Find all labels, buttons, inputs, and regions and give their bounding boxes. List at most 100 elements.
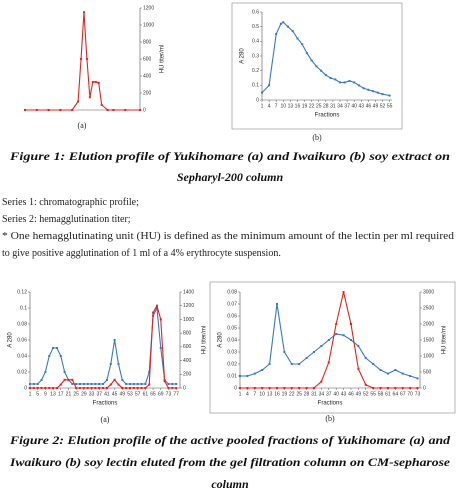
y2-axis-label: HU titer/ml — [202, 326, 208, 354]
point-marker — [305, 52, 308, 55]
point-marker — [36, 387, 39, 389]
panel-label: (a) — [101, 415, 110, 424]
point-marker — [327, 339, 330, 341]
point-marker — [171, 387, 174, 389]
point-marker — [125, 387, 128, 389]
point-marker — [52, 347, 55, 349]
panel-frame — [231, 2, 403, 130]
point-marker — [401, 387, 404, 389]
point-marker — [381, 93, 384, 96]
point-marker — [305, 357, 308, 359]
x-tick-label: 25 — [296, 391, 302, 397]
x-tick-label: 41 — [104, 391, 110, 397]
point-marker — [320, 380, 323, 383]
point-marker — [376, 91, 379, 94]
point-marker — [290, 387, 293, 389]
y-tick-label: 0.02 — [227, 361, 237, 367]
x-tick-label: 1 — [29, 391, 32, 397]
point-marker — [324, 74, 327, 77]
y2-tick-label: 0 — [423, 385, 426, 391]
point-marker — [32, 383, 35, 385]
y-axis-label: A 280 — [218, 332, 224, 348]
point-marker — [372, 387, 375, 389]
point-marker — [159, 318, 162, 321]
point-marker — [36, 383, 39, 385]
point-marker — [40, 387, 43, 389]
point-marker — [82, 383, 85, 385]
point-marker — [291, 30, 294, 33]
point-marker — [55, 387, 58, 389]
x-tick-label: 28 — [304, 391, 310, 397]
point-marker — [79, 383, 81, 385]
point-marker — [144, 383, 147, 385]
x-tick-label: 61 — [143, 391, 149, 397]
series-line — [240, 303, 418, 379]
x-tick-label: 58 — [378, 391, 384, 397]
x-tick-label: 22 — [309, 103, 315, 109]
x-tick-label: 61 — [385, 391, 391, 397]
point-marker — [117, 383, 120, 386]
point-marker — [275, 387, 278, 389]
x-tick-label: 37 — [344, 103, 350, 109]
panel-label: (b) — [325, 414, 335, 423]
y2-axis-label: HU titer/ml — [442, 326, 448, 354]
point-marker — [124, 109, 127, 111]
panel-frame — [209, 281, 456, 414]
y2-tick-label: 500 — [423, 369, 432, 375]
point-marker — [283, 387, 286, 389]
point-marker — [349, 323, 352, 325]
point-marker — [132, 383, 135, 385]
point-marker — [275, 303, 278, 305]
y2-tick-label: 1000 — [423, 353, 434, 359]
point-marker — [86, 387, 89, 389]
x-tick-label: 34 — [319, 391, 325, 397]
x-tick-label: 55 — [370, 391, 376, 397]
point-marker — [253, 387, 256, 389]
point-marker — [298, 387, 301, 389]
point-marker — [71, 109, 74, 111]
point-marker — [59, 355, 62, 357]
point-marker — [159, 347, 162, 349]
x-tick-label: 77 — [173, 391, 179, 397]
y-tick-label: 0.06 — [17, 337, 27, 343]
point-marker — [312, 351, 315, 353]
point-marker — [71, 378, 74, 381]
point-marker — [364, 383, 367, 386]
y-tick-label: 600 — [143, 56, 152, 62]
x-tick-label: 28 — [323, 103, 329, 109]
point-marker — [171, 383, 174, 385]
point-marker — [357, 84, 360, 87]
point-marker — [102, 387, 105, 389]
point-marker — [63, 378, 66, 381]
point-marker — [121, 387, 124, 389]
x-tick-label: 49 — [120, 391, 126, 397]
point-marker — [253, 372, 256, 375]
x-tick-label: 70 — [407, 391, 413, 397]
point-marker — [388, 94, 391, 97]
x-tick-label: 33 — [89, 391, 95, 397]
point-marker — [357, 345, 360, 347]
x-axis-label: Fractions — [93, 401, 118, 407]
point-marker — [379, 387, 382, 389]
y2-tick-label: 200 — [183, 372, 192, 378]
point-marker — [105, 379, 108, 381]
point-marker — [239, 387, 241, 389]
point-marker — [386, 372, 389, 375]
y-tick-label: 0.01 — [227, 373, 237, 379]
x-tick-label: 4 — [246, 391, 249, 397]
point-marker — [268, 363, 271, 365]
point-marker — [29, 383, 31, 385]
x-tick-label: 46 — [348, 391, 354, 397]
point-marker — [394, 369, 397, 371]
x-tick-label: 25 — [73, 391, 79, 397]
point-marker — [35, 109, 38, 111]
point-marker — [298, 363, 301, 365]
y-tick-label: 0.07 — [227, 301, 237, 307]
point-marker — [305, 387, 308, 389]
point-marker — [136, 383, 139, 385]
point-marker — [339, 81, 341, 84]
point-marker — [261, 387, 264, 389]
point-marker — [296, 37, 299, 40]
point-marker — [349, 339, 352, 341]
x-axis-label: Fractions — [318, 401, 343, 407]
